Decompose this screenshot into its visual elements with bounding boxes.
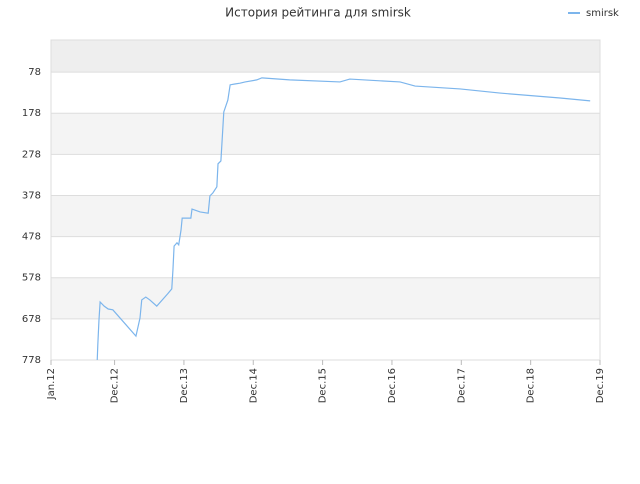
- legend-label: smirsk: [586, 8, 619, 19]
- y-tick-label: 478: [22, 232, 41, 243]
- line: [96, 77, 591, 361]
- x-tick-label: Dec.17: [456, 368, 467, 403]
- y-tick-label: 778: [22, 355, 41, 366]
- x-tick-label: Dec.18: [526, 368, 537, 403]
- chart-title: История рейтинга для smirsk: [225, 6, 411, 20]
- y-tick-label: 378: [22, 190, 41, 201]
- y-tick-label: 178: [22, 108, 41, 119]
- x-tick-label: Dec.15: [318, 368, 329, 403]
- x-tick-label: Dec.16: [387, 368, 398, 403]
- y-tick-label: 278: [22, 149, 41, 160]
- y-tick-label: 578: [22, 273, 41, 284]
- x-tick-label: Dec.13: [179, 368, 190, 403]
- band: [51, 277, 600, 319]
- x-tick-label: Dec.14: [248, 368, 259, 403]
- y-tick-label: 78: [28, 67, 41, 78]
- x-tick-label: Dec.12: [110, 368, 121, 403]
- band: [51, 40, 600, 73]
- band: [51, 195, 600, 237]
- plot-border: [50, 39, 601, 361]
- band: [51, 113, 600, 155]
- y-tick-label: 678: [22, 314, 41, 325]
- x-tick-label: Dec.19: [595, 368, 606, 403]
- x-tick-label: Jan.12: [46, 368, 57, 400]
